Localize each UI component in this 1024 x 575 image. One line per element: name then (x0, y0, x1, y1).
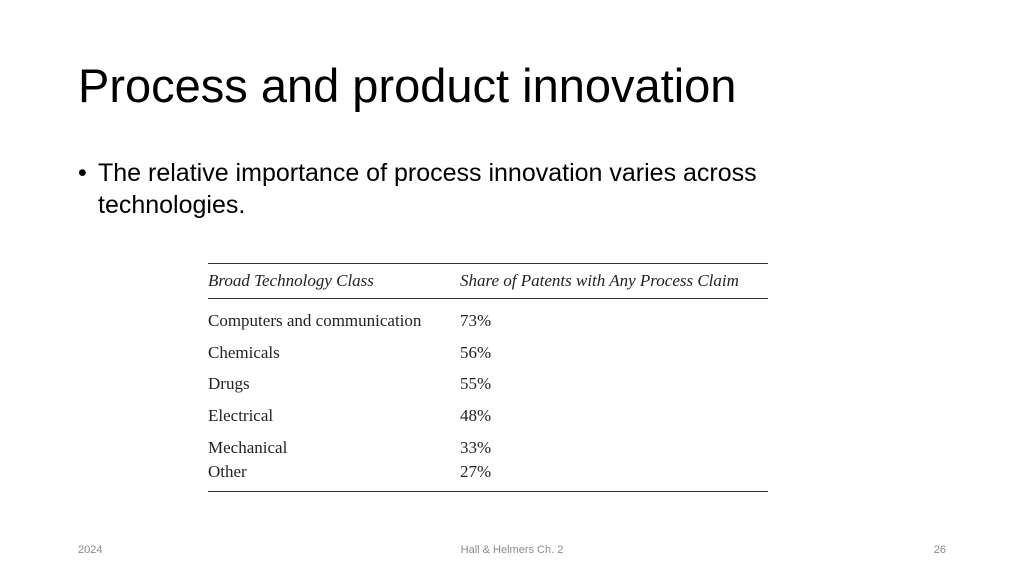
bullet-point: • The relative importance of process inn… (78, 157, 838, 221)
share-cell: 48% (460, 406, 492, 426)
bullet-text: The relative importance of process innov… (98, 159, 757, 219)
technology-class-cell: Computers and communication (208, 311, 422, 330)
header-technology-class: Broad Technology Class (208, 271, 374, 290)
bullet-marker: • (78, 159, 87, 187)
slide-number: 26 (933, 544, 946, 556)
table-bottom-rule (208, 490, 768, 492)
table-row: Electrical 48% (208, 406, 768, 438)
slide-title: Process and product innovation (78, 59, 737, 112)
technology-class-cell: Mechanical (208, 437, 288, 457)
technology-class-cell: Electrical (208, 406, 274, 426)
share-cell: 55% (460, 374, 492, 394)
header-process-claim-share: Share of Patents with Any Process Claim (460, 271, 739, 290)
table-row: Computers and communication 73% (208, 311, 768, 343)
technology-class-cell: Chemicals (208, 342, 280, 362)
table-header-rule (208, 298, 768, 299)
table-top-rule (208, 263, 768, 264)
table-row: Chemicals 56% (208, 343, 768, 375)
technology-class-cell: Other (208, 461, 247, 481)
patent-process-claim-table: Broad Technology Class Share of Patents … (208, 263, 768, 492)
technology-class-cell: Drugs (208, 374, 250, 394)
footer-date: 2024 (78, 544, 103, 556)
table-row: Drugs 55% (208, 374, 768, 406)
share-cell: 56% (460, 342, 492, 362)
table-header-row: Broad Technology Class Share of Patents … (208, 271, 768, 291)
footer-source: Hall & Helmers Ch. 2 (460, 544, 564, 556)
share-cell: 73% (460, 311, 492, 330)
table-row: Mechanical 33% (208, 438, 768, 462)
table-body: Computers and communication 73% Chemical… (208, 311, 768, 484)
share-cell: 33% (460, 437, 492, 457)
table-row: Other 27% (208, 462, 768, 484)
share-cell: 27% (460, 461, 492, 481)
